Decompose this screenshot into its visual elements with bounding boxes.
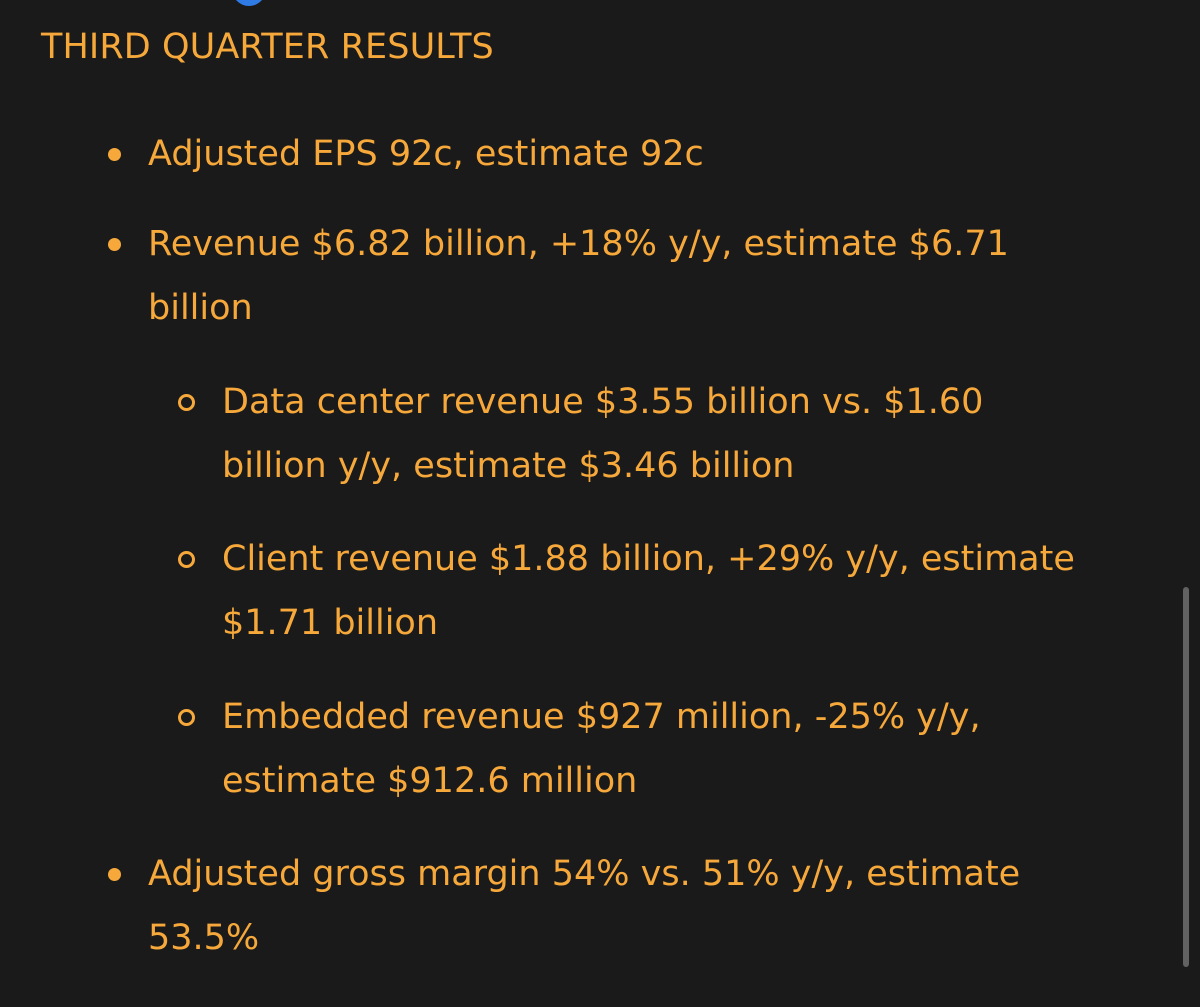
list-item: Revenue $6.82 billion, +18% y/y, estimat…: [108, 212, 1148, 340]
bullet-icon: [108, 868, 121, 881]
section-heading: THIRD QUARTER RESULTS: [41, 27, 494, 67]
sub-bullet-icon: [178, 394, 195, 411]
list-item: Adjusted EPS 92c, estimate 92c: [108, 122, 1148, 186]
list-item-text: Revenue $6.82 billion, +18% y/y, estimat…: [148, 224, 1009, 328]
list-item: Embedded revenue $927 million, -25% y/y,…: [178, 685, 1148, 813]
list-item-text: Adjusted gross margin 54% vs. 51% y/y, e…: [148, 854, 1021, 958]
sub-bullet-icon: [178, 551, 195, 568]
list-item-text: Adjusted EPS 92c, estimate 92c: [148, 134, 704, 174]
avatar-fragment: [232, 0, 266, 6]
sub-bullet-icon: [178, 709, 195, 726]
bullet-icon: [108, 148, 121, 161]
list-item: Client revenue $1.88 billion, +29% y/y, …: [178, 527, 1148, 655]
list-item: Adjusted gross margin 54% vs. 51% y/y, e…: [108, 842, 1148, 970]
list-item-text: Client revenue $1.88 billion, +29% y/y, …: [222, 539, 1075, 643]
results-list: Adjusted EPS 92c, estimate 92c Revenue $…: [108, 122, 1148, 962]
list-item: Data center revenue $3.55 billion vs. $1…: [178, 370, 1148, 498]
list-item-text: Data center revenue $3.55 billion vs. $1…: [222, 382, 984, 486]
scrollbar-thumb[interactable]: [1183, 587, 1189, 967]
list-item-text: Embedded revenue $927 million, -25% y/y,…: [222, 697, 981, 801]
bullet-icon: [108, 238, 121, 251]
